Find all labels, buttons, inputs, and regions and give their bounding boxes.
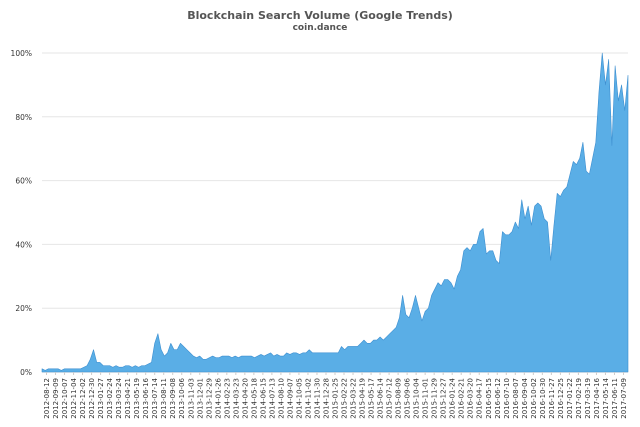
x-tick-label: 2013-07-14	[151, 377, 159, 418]
y-tick-label: 100%	[11, 49, 32, 58]
x-tick-label: 2013-11-03	[187, 378, 195, 419]
x-tick-label: 2015-06-14	[377, 377, 385, 418]
x-tick-label: 2015-04-19	[359, 378, 367, 419]
x-tick-label: 2017-06-11	[611, 378, 619, 419]
x-tick-label: 2014-07-13	[268, 378, 276, 419]
x-tick-label: 2017-04-16	[593, 377, 601, 418]
x-tick-label: 2013-04-21	[124, 378, 132, 419]
x-tick-label: 2014-02-23	[223, 378, 231, 419]
x-tick-label: 2013-09-08	[169, 378, 177, 419]
x-tick-label: 2015-10-04	[413, 377, 421, 418]
x-tick-label: 2013-12-29	[205, 378, 213, 419]
x-tick-label: 2017-01-22	[566, 378, 574, 419]
x-tick-label: 2015-08-09	[395, 378, 403, 419]
x-tick-label: 2016-03-20	[467, 378, 475, 419]
series-area	[41, 52, 629, 373]
x-tick-label: 2014-11-02	[304, 378, 312, 419]
chart-subtitle: coin.dance	[292, 23, 348, 33]
x-tick-label: 2016-07-10	[503, 378, 511, 419]
x-tick-label: 2014-01-26	[214, 377, 222, 418]
x-tick-label: 2016-02-21	[458, 378, 466, 419]
x-tick-label: 2017-03-19	[584, 378, 592, 419]
x-tick-label: 2015-09-06	[404, 377, 412, 418]
x-tick-label: 2013-08-11	[160, 378, 168, 419]
x-tick-label: 2012-11-04	[70, 377, 78, 418]
x-tick-label: 2015-07-12	[386, 378, 394, 419]
x-tick-label: 2015-01-25	[332, 378, 340, 419]
x-tick-label: 2017-07-09	[620, 378, 628, 419]
x-tick-label: 2013-06-16	[142, 377, 150, 418]
x-tick-label: 2016-01-24	[449, 377, 457, 418]
x-tick-label: 2016-11-27	[548, 378, 556, 419]
x-tick-label: 2016-08-07	[512, 378, 520, 419]
x-tick-label: 2016-05-15	[485, 378, 493, 419]
x-tick-label: 2014-12-28	[322, 378, 330, 419]
x-tick-label: 2015-03-22	[350, 378, 358, 419]
x-tick-label: 2014-04-20	[241, 378, 249, 419]
x-tick-label: 2014-06-15	[259, 378, 267, 419]
x-tick-label: 2014-05-18	[250, 378, 258, 419]
x-tick-label: 2012-09-09	[52, 378, 60, 419]
x-tick-label: 2014-03-23	[232, 378, 240, 419]
x-tick-label: 2013-10-06	[178, 377, 186, 418]
x-tick-label: 2013-03-24	[115, 377, 123, 418]
x-tick-label: 2016-10-30	[539, 378, 547, 419]
x-tick-label: 2016-12-25	[557, 378, 565, 419]
y-tick-label: 0%	[20, 368, 32, 377]
x-tick-label: 2013-12-01	[196, 378, 204, 419]
x-tick-label: 2013-05-19	[133, 378, 141, 419]
x-tick-label: 2014-09-07	[286, 378, 294, 419]
y-tick-label: 20%	[15, 304, 32, 313]
x-tick-label: 2013-01-27	[97, 378, 105, 419]
x-tick-label: 2015-02-22	[341, 378, 349, 419]
x-tick-label: 2013-02-24	[106, 377, 114, 418]
x-tick-label: 2017-02-19	[575, 378, 583, 419]
x-tick-label: 2014-08-10	[277, 378, 285, 419]
chart-title: Blockchain Search Volume (Google Trends)	[187, 9, 453, 22]
x-tick-label: 2016-09-04	[521, 377, 529, 418]
x-tick-label: 2017-05-14	[602, 377, 610, 418]
x-tick-label: 2014-11-30	[313, 378, 321, 419]
y-tick-label: 40%	[15, 240, 32, 249]
x-tick-label: 2012-12-30	[88, 378, 96, 419]
x-tick-label: 2016-10-02	[530, 378, 538, 419]
x-tick-label: 2016-06-12	[494, 378, 502, 419]
x-tick-label: 2012-10-07	[61, 378, 69, 419]
y-tick-label: 60%	[15, 177, 32, 186]
x-tick-label: 2015-05-17	[368, 378, 376, 419]
y-tick-label: 80%	[15, 113, 32, 122]
x-tick-label: 2015-12-27	[440, 378, 448, 419]
x-tick-label: 2012-12-02	[79, 378, 87, 419]
x-tick-label: 2016-04-17	[476, 378, 484, 419]
x-tick-label: 2015-11-29	[431, 378, 439, 419]
x-tick-label: 2015-11-01	[422, 378, 430, 419]
x-tick-label: 2012-08-12	[43, 378, 51, 419]
x-tick-label: 2014-10-05	[295, 378, 303, 419]
